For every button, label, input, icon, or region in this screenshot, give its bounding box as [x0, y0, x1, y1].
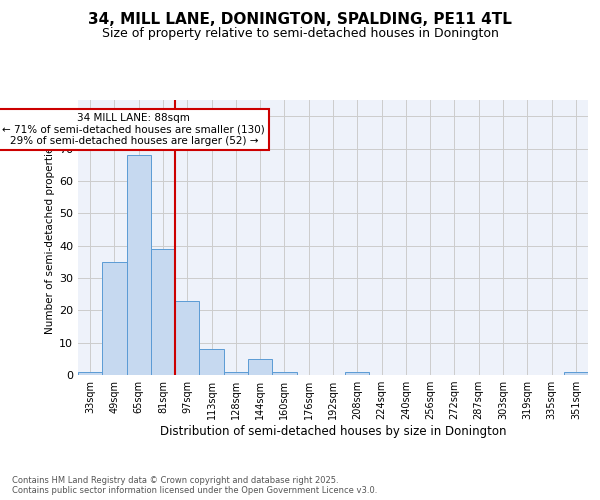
Bar — [127, 155, 151, 375]
Bar — [564, 372, 588, 375]
Text: 34, MILL LANE, DONINGTON, SPALDING, PE11 4TL: 34, MILL LANE, DONINGTON, SPALDING, PE11… — [88, 12, 512, 28]
Bar — [78, 372, 102, 375]
Bar — [272, 372, 296, 375]
Bar — [224, 372, 248, 375]
Bar — [175, 300, 199, 375]
Text: Size of property relative to semi-detached houses in Donington: Size of property relative to semi-detach… — [101, 28, 499, 40]
Bar — [199, 349, 224, 375]
Bar — [151, 249, 175, 375]
Bar — [102, 262, 127, 375]
Text: Contains HM Land Registry data © Crown copyright and database right 2025.
Contai: Contains HM Land Registry data © Crown c… — [12, 476, 377, 495]
Y-axis label: Number of semi-detached properties: Number of semi-detached properties — [45, 141, 55, 334]
X-axis label: Distribution of semi-detached houses by size in Donington: Distribution of semi-detached houses by … — [160, 425, 506, 438]
Bar — [248, 359, 272, 375]
Bar — [345, 372, 370, 375]
Text: 34 MILL LANE: 88sqm
← 71% of semi-detached houses are smaller (130)
29% of semi-: 34 MILL LANE: 88sqm ← 71% of semi-detach… — [2, 113, 265, 146]
